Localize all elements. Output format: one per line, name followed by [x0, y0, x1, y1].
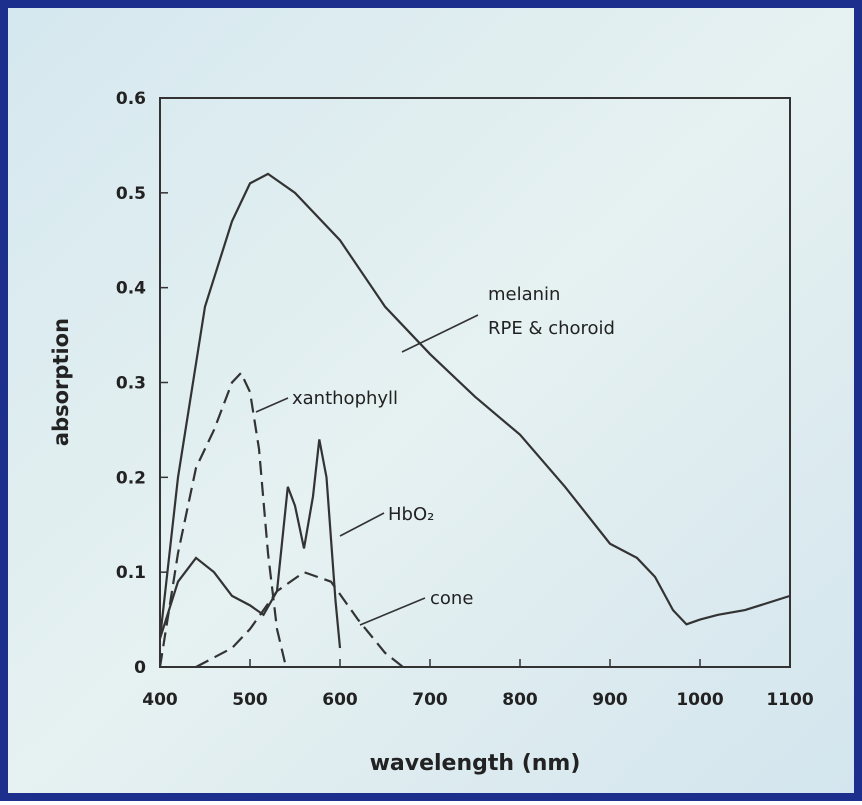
- y-axis-label: absorption: [49, 318, 73, 446]
- series-line: [195, 570, 404, 668]
- y-tick-label: 0: [134, 658, 146, 678]
- y-tick-label: 0.2: [116, 468, 146, 488]
- annotation: cone: [430, 588, 473, 609]
- arrow: [339, 512, 385, 537]
- x-tick-label: 700: [412, 690, 448, 710]
- x-axis-label: wavelength (nm): [370, 751, 581, 776]
- slide-background: [8, 8, 854, 793]
- x-tick-label: 800: [502, 690, 538, 710]
- y-tick-label: 0.5: [116, 184, 146, 204]
- series-line: [158, 439, 342, 649]
- x-tick-label: 900: [592, 690, 628, 710]
- y-tick-label: 0.4: [116, 279, 146, 299]
- x-tick-label: 1100: [766, 690, 813, 710]
- arrow: [359, 597, 426, 626]
- series-line: [158, 172, 791, 639]
- x-tick-label: 500: [232, 690, 268, 710]
- y-tick-label: 0.3: [116, 374, 146, 394]
- y-tick-label: 0.6: [116, 89, 146, 109]
- annotation: HbO₂: [388, 504, 434, 525]
- arrow: [401, 314, 479, 353]
- x-tick-label: 400: [142, 690, 178, 710]
- y-tick-label: 0.1: [116, 563, 146, 583]
- series-line: [158, 371, 288, 668]
- annotation: RPE & choroid: [488, 318, 615, 339]
- arrow: [255, 397, 289, 413]
- x-tick-label: 600: [322, 690, 358, 710]
- annotation-arrows: [255, 314, 479, 626]
- x-tick-label: 1000: [676, 690, 723, 710]
- annotation: melanin: [488, 284, 560, 305]
- annotation: xanthophyll: [292, 388, 398, 409]
